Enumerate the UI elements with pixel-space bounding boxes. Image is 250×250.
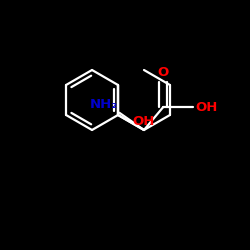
Text: OH: OH (195, 100, 218, 114)
Text: NH₂: NH₂ (89, 98, 118, 111)
Text: O: O (158, 66, 169, 78)
Text: OH: OH (133, 115, 155, 128)
